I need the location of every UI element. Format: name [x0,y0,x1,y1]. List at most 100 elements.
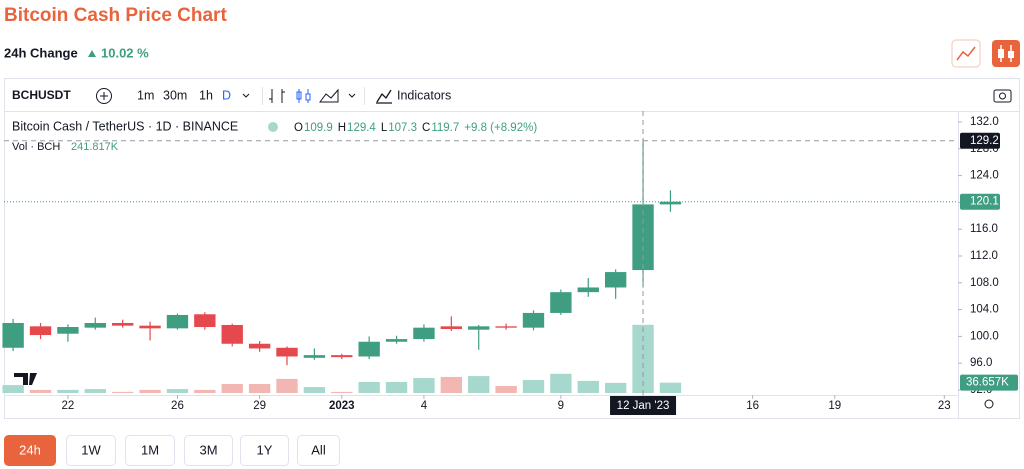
y-tick-label: 104.0 [970,304,999,316]
x-tick-label: 12 Jan '23 [617,400,670,412]
x-tick-label: 16 [746,400,759,412]
up-arrow [88,50,96,57]
candle-body [385,339,408,342]
candle-body [550,292,572,313]
last-price-label: 120.1 [970,196,999,208]
interval-button[interactable]: 30m [163,88,187,102]
candle-body [331,355,353,358]
candle-body [111,322,134,326]
style-menu[interactable] [348,93,356,98]
crosshair-date-badge [610,396,677,415]
range-label: 3M [199,442,217,457]
volume-bar [303,387,326,393]
volume-bar [385,382,408,393]
y-tick-label: 132.0 [970,116,999,128]
y-tick-label: 116.0 [970,223,998,235]
interval-button[interactable]: 1m [137,88,154,102]
tv-logo [14,373,37,385]
candle-body [468,326,490,330]
series-legend: Bitcoin Cash / TetherUS · 1D · BINANCE [12,119,238,133]
candles-style-icon [305,93,311,101]
volume-bar [194,389,216,393]
settings-button[interactable] [984,399,994,409]
candle-body [2,322,24,348]
compare-button[interactable] [96,88,112,104]
volume-bar [522,380,545,393]
range-button[interactable] [66,435,116,466]
y-tick-label: 100.0 [970,330,999,342]
indicators-icon [376,89,392,104]
volume-label: 36.657K [966,377,1009,389]
interval-button[interactable]: D [222,88,231,102]
legend-open: 109.9 [304,122,333,134]
candle-body [495,326,517,328]
range-label: All [311,442,326,457]
candle-body [358,341,380,357]
range-label: 1Y [257,442,273,457]
x-tick-label: 23 [938,400,951,412]
change-label: 24h Change [4,45,78,60]
volume-bar [248,383,271,393]
change-value: 10.02 % [101,45,149,60]
legend-status [268,122,278,132]
x-tick-label: 2023 [329,400,355,412]
crosshair-price-label: 129.2 [970,135,999,147]
x-tick-label: 26 [171,400,184,412]
last-price-badge [960,193,1000,210]
volume-bar [166,389,189,393]
volume-legend-value: 241.817K [71,141,119,153]
range-button[interactable] [4,435,56,466]
range-button[interactable] [297,435,340,466]
interval-button[interactable]: 1h [199,88,213,102]
legend-key: H [338,122,346,134]
volume-bar [139,389,161,393]
line-icon [956,46,976,61]
symbol[interactable]: BCHUSDT [12,88,71,102]
candle-body [577,287,599,293]
candles-style-icon [296,91,302,100]
y-tick-label: 112.0 [970,250,998,262]
volume-bar [659,382,682,393]
volume-bar [495,385,517,393]
camera-lens [999,92,1006,100]
volume-bar [440,376,463,393]
indicators-button[interactable]: Indicators [397,88,451,102]
area-style-icon[interactable] [319,88,339,103]
volume-bar [550,373,572,393]
bars-style-icon[interactable] [269,89,285,103]
legend-key: C [422,122,430,134]
volume-bar [358,382,380,393]
y-tick-label: 108.0 [970,277,999,289]
candle-body [166,314,189,329]
range-label: 1M [141,442,159,457]
interval-menu[interactable] [242,93,250,98]
candle-body [84,322,106,328]
legend-high: 129.4 [347,122,376,134]
volume-bar [468,376,490,393]
chart-frame [4,78,1020,419]
candle-body [440,326,463,330]
snapshot-button[interactable] [993,89,1012,103]
volume-bar [57,389,79,393]
legend-low: 107.3 [388,122,417,134]
range-label: 1W [81,442,101,457]
candle-chart-button[interactable] [992,40,1020,67]
volume-bar [413,378,435,393]
range-button[interactable] [240,435,289,466]
page-title: Bitcoin Cash Price Chart [4,5,227,26]
x-tick-label: 29 [253,400,266,412]
candle-body [522,312,545,328]
candle-body [248,343,271,349]
legend-change: +9.8 (+8.92%) [464,122,537,134]
volume-bar [604,382,627,393]
crosshair-price-badge [960,132,1000,149]
range-button[interactable] [184,435,233,466]
candle-body [659,201,682,205]
range-button[interactable] [125,435,175,466]
candle-body [604,272,627,288]
volume-bar [84,389,106,393]
volume-badge [960,374,1018,391]
candle-body [139,325,161,329]
